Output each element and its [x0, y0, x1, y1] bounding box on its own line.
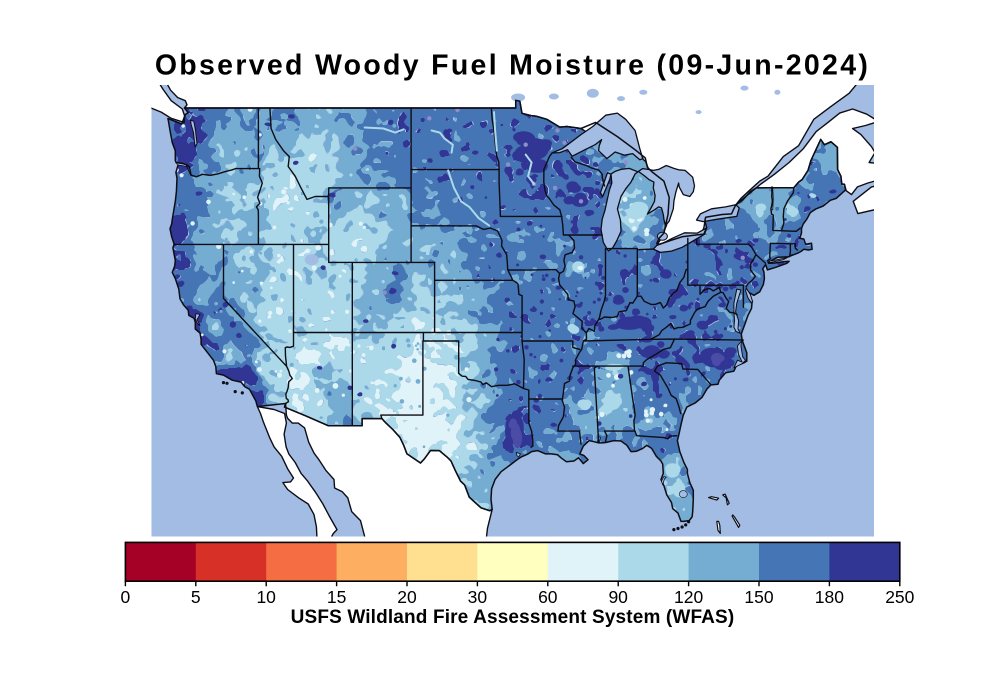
svg-text:Observed Woody Fuel Moisture (: Observed Woody Fuel Moisture (09-Jun-202… [155, 50, 870, 82]
svg-text:15: 15 [327, 587, 346, 607]
svg-text:90: 90 [608, 587, 628, 607]
svg-text:120: 120 [674, 587, 703, 607]
svg-text:60: 60 [538, 587, 558, 607]
svg-text:0: 0 [121, 587, 131, 607]
svg-text:180: 180 [815, 587, 844, 607]
svg-text:150: 150 [744, 587, 773, 607]
svg-text:5: 5 [191, 587, 201, 607]
svg-text:USFS Wildland Fire Assessment: USFS Wildland Fire Assessment System (WF… [291, 607, 735, 628]
svg-text:30: 30 [468, 587, 488, 607]
svg-text:20: 20 [397, 587, 417, 607]
svg-text:250: 250 [885, 587, 914, 607]
svg-text:10: 10 [256, 587, 276, 607]
